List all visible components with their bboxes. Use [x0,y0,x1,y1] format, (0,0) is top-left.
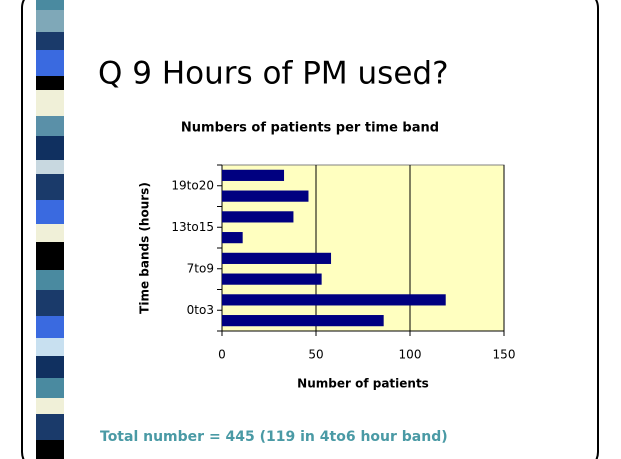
y-axis-label: Time bands (hours) [138,182,152,314]
side-stripe [36,0,64,459]
bar [222,294,446,306]
bar [222,232,243,244]
y-tick-label: 19to20 [171,178,214,192]
x-tick-label: 100 [399,348,422,362]
x-tick-label: 150 [493,348,516,362]
x-tick-label: 50 [308,348,323,362]
y-tick-label: 7to9 [187,261,214,275]
chart-title: Numbers of patients per time band [181,121,439,136]
x-axis-label: Number of patients [297,377,429,391]
bar [222,315,384,327]
bar [222,190,309,202]
bar [222,211,294,223]
plot-area [221,164,505,332]
bar [222,252,332,264]
y-tick-label: 0to3 [187,303,214,317]
bar [222,169,285,181]
slide-title: Q 9 Hours of PM used? [98,56,449,92]
y-tick-label: 13to15 [171,220,214,234]
bar [222,273,322,285]
footer-note: Total number = 445 (119 in 4to6 hour ban… [100,429,448,445]
x-tick-label: 0 [218,348,226,362]
